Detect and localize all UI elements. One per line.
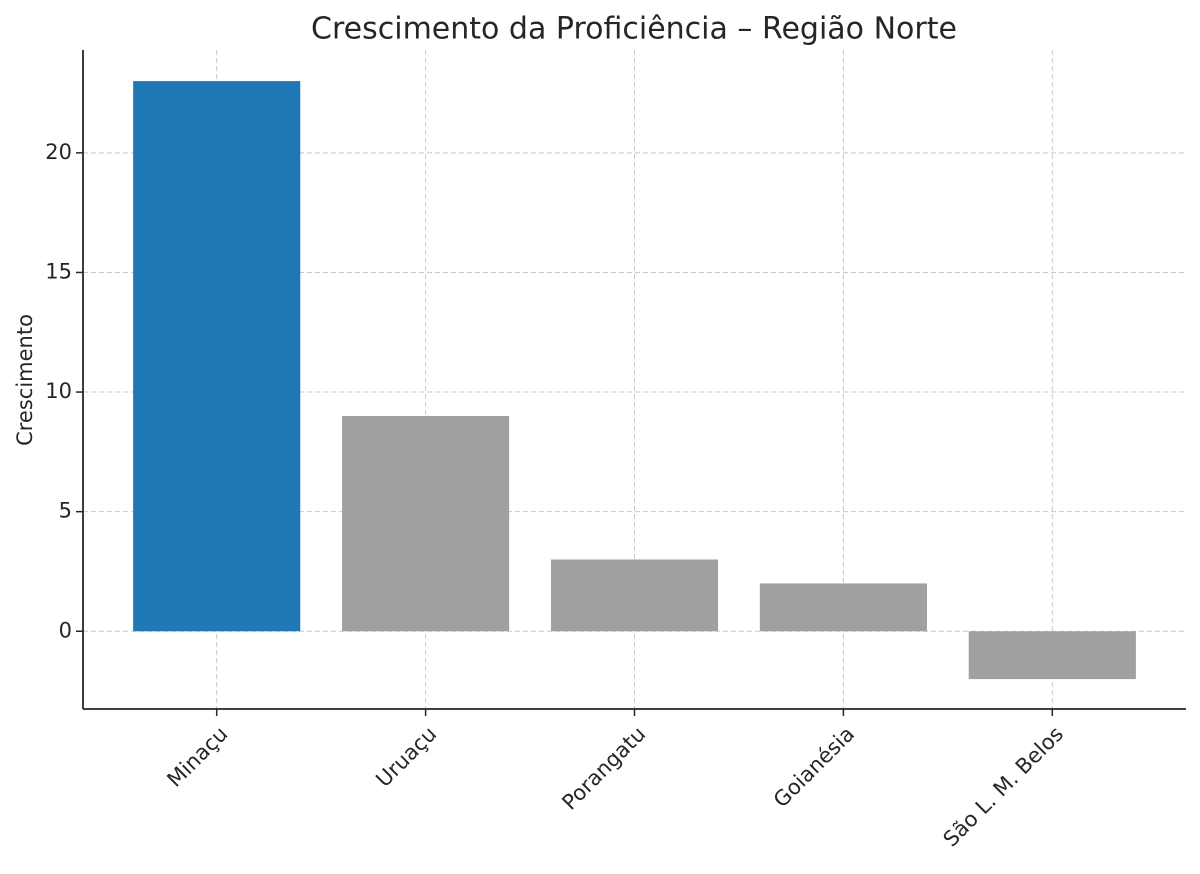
- x-tick-label: São L. M. Belos: [939, 722, 1069, 852]
- bar: [759, 583, 927, 632]
- bar: [342, 415, 510, 632]
- x-tick-label: Goianésia: [769, 722, 859, 812]
- y-tick-label: 0: [59, 618, 72, 642]
- bar: [968, 631, 1136, 680]
- x-tick-label: Uruaçu: [371, 722, 441, 792]
- chart-title: Crescimento da Proficiência – Região Nor…: [311, 12, 957, 47]
- y-tick-label: 20: [45, 140, 72, 164]
- y-tick-label: 5: [59, 499, 72, 523]
- x-tick-label: Minaçu: [162, 722, 232, 792]
- y-tick-label: 10: [45, 379, 72, 403]
- y-axis-label: Crescimento: [13, 314, 37, 446]
- y-tick-label: 15: [45, 259, 72, 283]
- x-tick-label: Porangatu: [557, 722, 650, 815]
- bar: [550, 559, 719, 632]
- bar: [133, 81, 301, 632]
